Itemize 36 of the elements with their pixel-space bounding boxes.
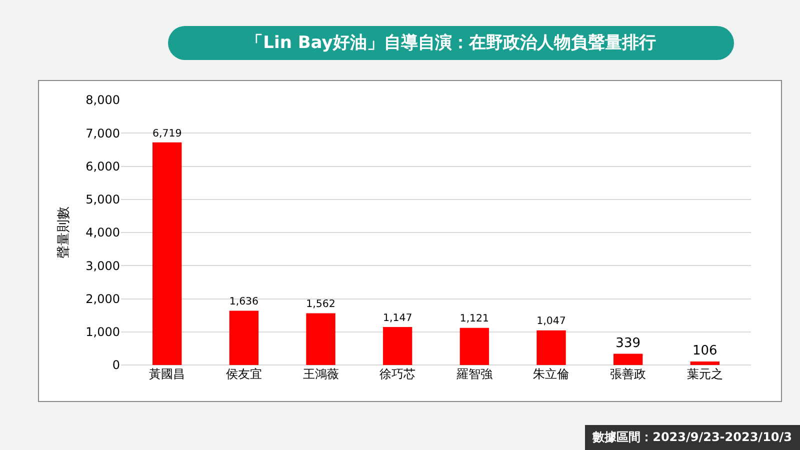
x-tick-label: 侯友宜 bbox=[226, 367, 262, 381]
y-tick-label: 3,000 bbox=[86, 258, 120, 273]
y-tick-label: 1,000 bbox=[86, 325, 120, 340]
data-label: 1,147 bbox=[383, 312, 412, 324]
x-tick-label: 徐巧芯 bbox=[380, 367, 416, 381]
bar bbox=[306, 313, 336, 365]
bar bbox=[382, 327, 412, 365]
bar bbox=[690, 361, 720, 365]
x-tick-label: 朱立倫 bbox=[533, 367, 570, 381]
bar bbox=[613, 354, 643, 365]
y-tick-label: 5,000 bbox=[86, 192, 120, 207]
data-label: 1,047 bbox=[536, 316, 566, 328]
y-tick-label: 0 bbox=[112, 358, 120, 372]
y-axis-title: 聲量則數 bbox=[56, 206, 72, 258]
text: 數據區間：2023/9/23-2023/10/3 bbox=[584, 425, 800, 450]
y-tick-label: 2,000 bbox=[86, 292, 120, 306]
x-tick-label: 黃國昌 bbox=[149, 367, 186, 381]
data-label: 1,636 bbox=[229, 296, 259, 308]
x-tick-label: 王鴻薇 bbox=[302, 367, 339, 381]
chart-title: 「Lin Bay好油」自導自演：在野政治人物負聲量排行 bbox=[168, 26, 734, 60]
y-tick-label: 4,000 bbox=[86, 226, 120, 240]
bar bbox=[152, 142, 182, 365]
x-tick-label: 羅智強 bbox=[456, 367, 492, 381]
bar bbox=[229, 310, 259, 365]
x-tick-label: 張善政 bbox=[610, 367, 646, 381]
x-tick-label: 葉元之 bbox=[686, 367, 723, 381]
data-label: 6,719 bbox=[152, 128, 182, 140]
bar bbox=[460, 328, 490, 365]
data-label: 106 bbox=[692, 343, 718, 358]
data-label: 1,562 bbox=[306, 299, 336, 310]
data-label: 1,121 bbox=[460, 314, 489, 325]
y-tick-label: 6,000 bbox=[86, 159, 120, 174]
y-tick-label: 8,000 bbox=[86, 93, 120, 108]
bar bbox=[536, 330, 566, 365]
y-tick-label: 7,000 bbox=[86, 126, 120, 140]
data-label: 339 bbox=[616, 336, 640, 351]
